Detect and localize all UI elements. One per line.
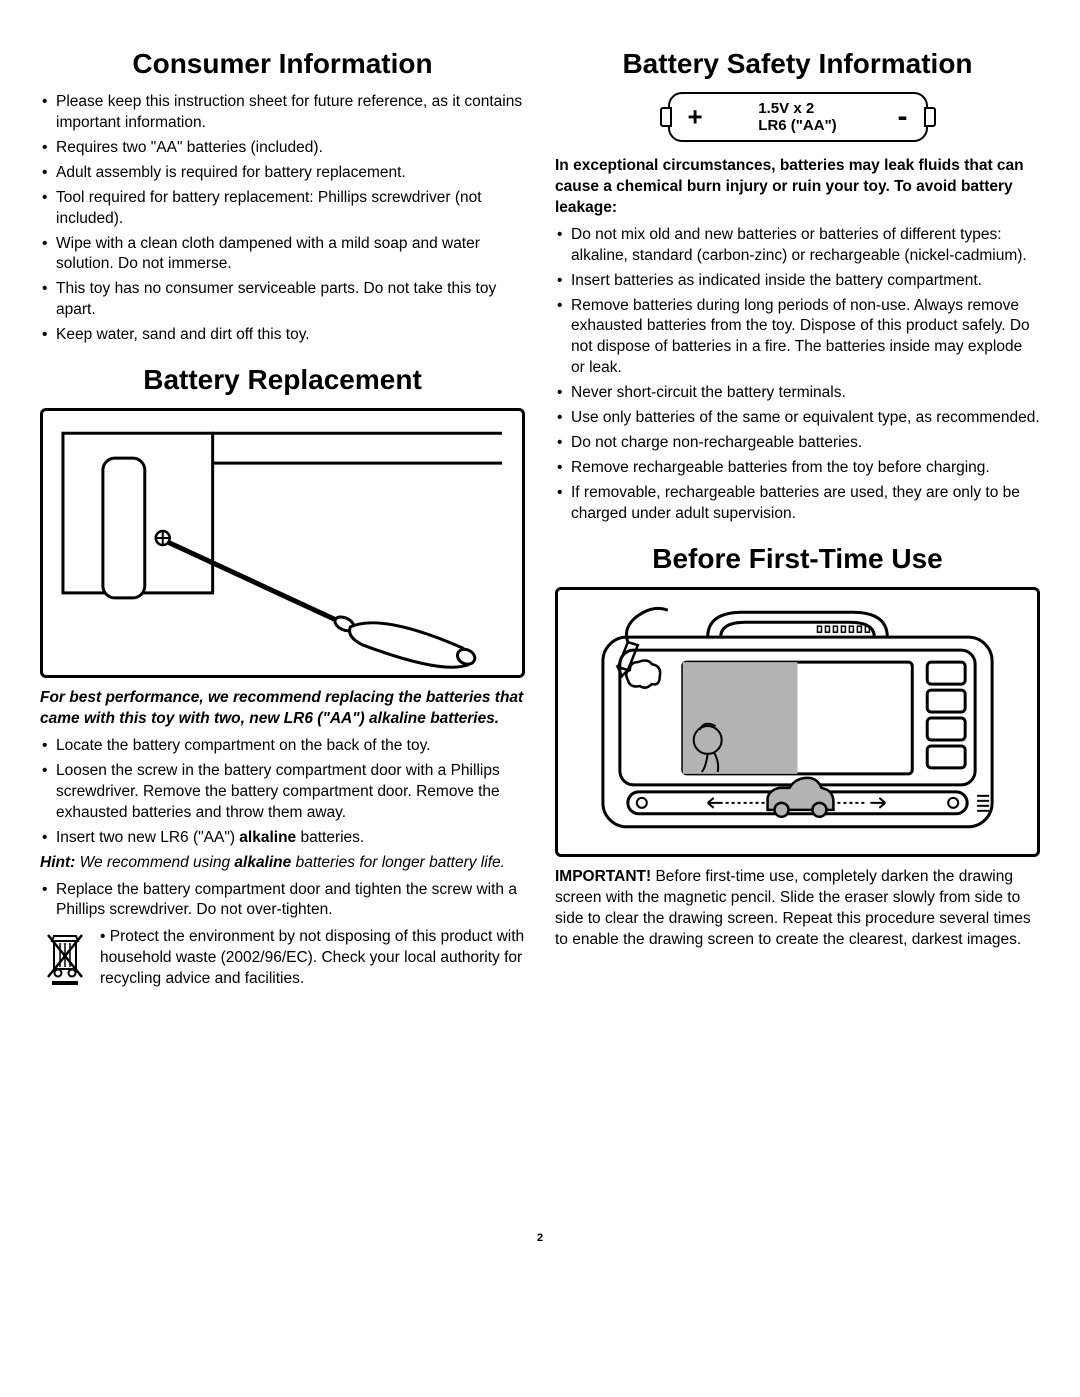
screwdriver-illustration — [43, 411, 522, 675]
list-item: Use only batteries of the same or equiva… — [555, 408, 1040, 429]
hint-word: alkaline — [234, 854, 291, 871]
list-item: Insert batteries as indicated inside the… — [555, 271, 1040, 292]
device-figure — [555, 587, 1040, 857]
spec-line: 1.5V x 2 — [758, 100, 836, 117]
list-item: Replace the battery compartment door and… — [40, 880, 525, 922]
important-note: IMPORTANT! Before first-time use, comple… — [555, 867, 1040, 951]
list-item: Requires two "AA" batteries (included). — [40, 138, 525, 159]
text-fragment: batteries. — [296, 829, 364, 846]
list-item: Remove batteries during long periods of … — [555, 296, 1040, 380]
minus-icon: - — [898, 100, 908, 134]
screwdriver-figure — [40, 408, 525, 678]
page-number: 2 — [40, 1232, 1040, 1244]
list-item: Insert two new LR6 ("AA") alkaline batte… — [40, 828, 525, 849]
important-label: IMPORTANT! — [555, 868, 651, 885]
safety-list: Do not mix old and new batteries or batt… — [555, 225, 1040, 525]
list-item: This toy has no consumer serviceable par… — [40, 279, 525, 321]
list-item: Please keep this instruction sheet for f… — [40, 92, 525, 134]
page-content: Consumer Information Please keep this in… — [40, 30, 1040, 992]
right-column: Battery Safety Information + 1.5V x 2 LR… — [555, 30, 1040, 992]
list-item: Never short-circuit the battery terminal… — [555, 383, 1040, 404]
left-column: Consumer Information Please keep this in… — [40, 30, 525, 992]
hint-prefix: Hint: — [40, 854, 75, 871]
device-illustration — [558, 590, 1037, 854]
battery-diagram: + 1.5V x 2 LR6 ("AA") - — [668, 92, 928, 142]
list-item: Tool required for battery replacement: P… — [40, 188, 525, 230]
before-use-heading: Before First-Time Use — [555, 543, 1040, 575]
list-item: Do not charge non-rechargeable batteries… — [555, 433, 1040, 454]
list-item: Loosen the screw in the battery compartm… — [40, 761, 525, 824]
list-item: Do not mix old and new batteries or batt… — [555, 225, 1040, 267]
list-item: If removable, rechargeable batteries are… — [555, 483, 1040, 525]
leakage-warning: In exceptional circumstances, batteries … — [555, 156, 1040, 219]
hint-line: Hint: We recommend using alkaline batter… — [40, 853, 525, 874]
hint-tail: batteries for longer battery life. — [291, 854, 505, 871]
list-item: Remove rechargeable batteries from the t… — [555, 458, 1040, 479]
list-item: Adult assembly is required for battery r… — [40, 163, 525, 184]
weee-bin-icon — [40, 927, 90, 992]
list-item: Wipe with a clean cloth dampened with a … — [40, 234, 525, 276]
list-item: Locate the battery compartment on the ba… — [40, 736, 525, 757]
battery-steps-list-2: Replace the battery compartment door and… — [40, 880, 525, 922]
hint-body: We recommend using — [75, 854, 234, 871]
text-fragment: Insert two new LR6 ("AA") — [56, 829, 239, 846]
consumer-info-list: Please keep this instruction sheet for f… — [40, 92, 525, 346]
battery-steps-list-1: Locate the battery compartment on the ba… — [40, 736, 525, 849]
battery-safety-heading: Battery Safety Information — [555, 48, 1040, 80]
text-bold: alkaline — [239, 829, 296, 846]
battery-replacement-heading: Battery Replacement — [40, 364, 525, 396]
battery-spec: 1.5V x 2 LR6 ("AA") — [758, 100, 836, 135]
plus-icon: + — [688, 102, 703, 133]
weee-text: Protect the environment by not disposing… — [100, 927, 525, 990]
list-item: Keep water, sand and dirt off this toy. — [40, 325, 525, 346]
spec-line: LR6 ("AA") — [758, 117, 836, 134]
battery-intro-note: For best performance, we recommend repla… — [40, 688, 525, 730]
weee-row: Protect the environment by not disposing… — [40, 927, 525, 992]
consumer-info-heading: Consumer Information — [40, 48, 525, 80]
